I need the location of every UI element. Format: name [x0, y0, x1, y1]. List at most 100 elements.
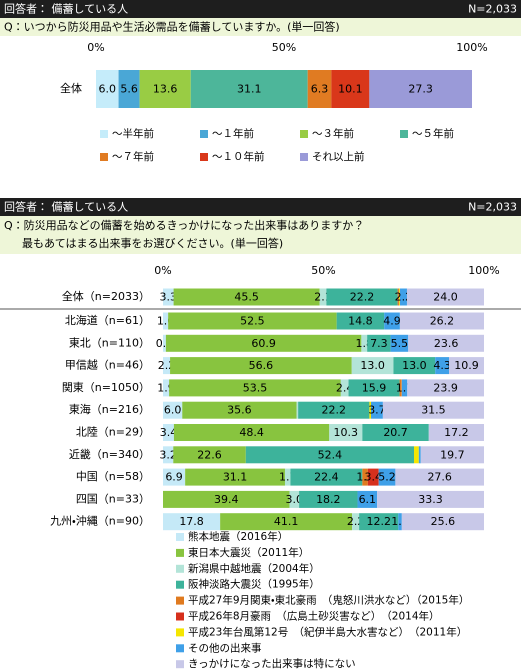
- value-label: 6.0: [99, 83, 117, 96]
- bar-segment: [369, 70, 472, 108]
- bar-segment: [220, 513, 353, 531]
- bar-segment: [384, 312, 400, 330]
- bar-segment: [348, 379, 400, 397]
- bar-segment: [340, 379, 349, 397]
- legend-label: ～１年前: [212, 127, 254, 140]
- bar-segment: [163, 490, 290, 508]
- bar-segment: [163, 357, 171, 375]
- value-label: 17.8: [179, 515, 204, 528]
- legend-swatch: [200, 130, 208, 138]
- value-label: 5.6: [120, 83, 138, 96]
- value-label: 19.7: [440, 448, 465, 461]
- legend-swatch: [300, 130, 308, 138]
- legend-label: ～１０年前: [212, 150, 265, 163]
- bar-segment: [398, 288, 400, 306]
- legend-swatch: [176, 644, 184, 653]
- question: Q：防災用品などの備蓄を始めるきっかけになった出来事はありますか？: [4, 218, 364, 232]
- category-label: 北海道（n=61）: [65, 313, 150, 327]
- legend-label: 熊本地震（2016年）: [188, 530, 288, 543]
- bar-segment: [361, 334, 368, 352]
- bar-segment: [362, 468, 368, 486]
- legend-swatch: [100, 130, 108, 138]
- bar-segment: [163, 513, 221, 531]
- category-label: 中国（n=58）: [76, 470, 150, 483]
- question-bar: [0, 216, 521, 254]
- value-label: 3.4: [365, 471, 383, 484]
- bar-segment: [173, 424, 330, 441]
- category-label: 甲信越（n=46）: [65, 358, 150, 372]
- legend-label: それ以上前: [312, 150, 365, 163]
- sample-size: N=2,033: [468, 3, 517, 16]
- legend-swatch: [400, 130, 408, 138]
- legend-swatch: [176, 548, 184, 557]
- value-label: 6.9: [165, 471, 183, 484]
- bar-segment: [362, 424, 429, 441]
- value-label: 23.6: [434, 337, 459, 350]
- legend-label: 新潟県中越地震（2004年）: [188, 562, 320, 575]
- bar-segment: [165, 334, 362, 352]
- x-tick-label: 100%: [468, 264, 499, 277]
- value-label: 27.6: [427, 471, 452, 484]
- value-label: 23.9: [433, 381, 458, 394]
- respondent: 回答者： 備蓄している人: [4, 200, 128, 214]
- value-label: 45.5: [234, 291, 259, 304]
- bar-segment: [182, 401, 297, 419]
- bar-segment: [163, 312, 169, 330]
- bar-segment: [163, 424, 174, 441]
- bar-segment: [359, 513, 399, 531]
- legend-label: 平成23年台風第12号 （紀伊半島大水害など） （2011年）: [188, 625, 467, 638]
- value-label: 13.0: [402, 359, 427, 372]
- bar-segment: [170, 357, 352, 375]
- value-label: 14.8: [348, 315, 373, 328]
- value-label: 12.2: [366, 515, 391, 528]
- bar-segment: [299, 490, 358, 508]
- legend-label: きっかけになった出来事は特にない: [188, 657, 356, 670]
- value-label: 22.2: [322, 404, 347, 417]
- legend-label: 阪神淡路大震災（1995年）: [188, 578, 320, 591]
- value-label: 20.7: [383, 426, 408, 439]
- question: Q：いつから防災用品や生活必需品を備蓄していますか。(単一回答): [4, 20, 340, 34]
- legend-swatch: [176, 596, 184, 605]
- bar-segment: [163, 401, 183, 419]
- bar-segment: [418, 446, 421, 464]
- value-label: 35.6: [227, 404, 252, 417]
- header-bar: [0, 198, 521, 216]
- bar-segment: [173, 288, 320, 306]
- value-label: 5.2: [378, 471, 396, 484]
- value-label: 5.5: [391, 337, 409, 350]
- legend-swatch: [200, 153, 208, 161]
- value-label: 26.2: [430, 315, 455, 328]
- bar-segment: [329, 424, 363, 441]
- value-label: 17.2: [444, 426, 469, 439]
- value-label: 39.4: [214, 493, 239, 506]
- legend-label: ～５年前: [412, 127, 454, 140]
- bar-segment: [371, 401, 383, 419]
- bar-segment: [390, 334, 409, 352]
- bar-segment: [395, 468, 484, 486]
- bar-segment: [173, 446, 246, 464]
- header-bar: [0, 0, 521, 18]
- bar-segment: [377, 490, 484, 508]
- value-label: 31.1: [237, 83, 262, 96]
- legend-swatch: [176, 628, 184, 637]
- bar-segment: [163, 334, 166, 352]
- value-label: 4.9: [383, 315, 401, 328]
- bar-segment: [307, 70, 332, 108]
- bar-segment: [351, 357, 394, 375]
- bar-segment: [331, 70, 370, 108]
- value-label: 3.0: [286, 493, 304, 506]
- legend-swatch: [176, 580, 184, 589]
- value-label: 53.5: [243, 381, 268, 394]
- value-label: 25.6: [431, 515, 456, 528]
- x-tick-label: 0%: [154, 264, 171, 277]
- bar-segment: [401, 513, 484, 531]
- question: 最もあてはまる出来事をお選びください。(単一回答): [22, 236, 283, 250]
- category-label: 近畿（n=340）: [69, 447, 150, 461]
- value-label: 13.0: [360, 359, 385, 372]
- category-label: 東海（n=216）: [69, 402, 150, 416]
- bar-segment: [319, 288, 327, 306]
- legend-label: ～７年前: [112, 150, 154, 163]
- legend-swatch: [176, 533, 184, 541]
- bar-segment: [369, 401, 372, 419]
